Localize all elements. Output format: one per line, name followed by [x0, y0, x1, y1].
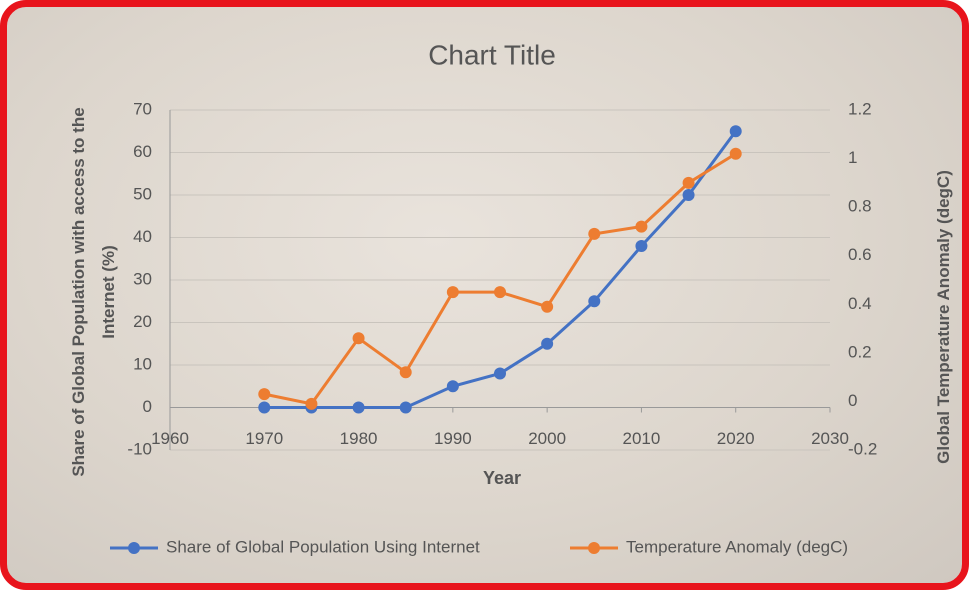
data-point	[635, 221, 647, 233]
x-tick-label: 1980	[340, 429, 378, 448]
data-point	[588, 228, 600, 240]
legend-label: Temperature Anomaly (degC)	[626, 537, 848, 556]
data-point	[305, 398, 317, 410]
series-line	[264, 154, 735, 404]
y2-tick-label: 1.2	[848, 99, 872, 118]
y2-tick-label: 0.8	[848, 197, 872, 216]
x-tick-label: 2030	[811, 429, 849, 448]
x-tick-label: 1970	[245, 429, 283, 448]
data-point	[635, 240, 647, 252]
y2-tick-label: -0.2	[848, 439, 877, 458]
data-point	[730, 148, 742, 160]
y2-tick-label: 0.4	[848, 294, 872, 313]
chart: Chart Title Year -10010203040506070-0.20…	[7, 7, 962, 583]
x-tick-label: 1990	[434, 429, 472, 448]
series-line	[264, 131, 735, 407]
x-tick-label: 2010	[623, 429, 661, 448]
y-tick-label: 10	[133, 354, 152, 373]
data-point	[353, 332, 365, 344]
y2-tick-label: 0.6	[848, 245, 872, 264]
data-point	[541, 301, 553, 313]
y-tick-label: -10	[127, 439, 152, 458]
y-tick-label: 50	[133, 184, 152, 203]
data-point	[494, 286, 506, 298]
chart-frame: Share of Global Population with access t…	[0, 0, 969, 590]
x-axis-title: Year	[483, 468, 521, 488]
data-point	[588, 295, 600, 307]
x-tick-label: 1960	[151, 429, 189, 448]
data-point	[494, 368, 506, 380]
data-point	[400, 402, 412, 414]
data-point	[400, 366, 412, 378]
data-point	[541, 338, 553, 350]
data-point	[683, 189, 695, 201]
data-point	[353, 402, 365, 414]
x-tick-label: 2020	[717, 429, 755, 448]
data-point	[258, 388, 270, 400]
data-point	[447, 380, 459, 392]
y-tick-label: 20	[133, 312, 152, 331]
legend-marker	[588, 542, 600, 554]
legend-label: Share of Global Population Using Interne…	[166, 537, 480, 556]
chart-title: Chart Title	[428, 39, 556, 70]
y-tick-label: 0	[143, 397, 152, 416]
y-tick-label: 40	[133, 227, 152, 246]
data-point	[258, 402, 270, 414]
data-point	[730, 125, 742, 137]
y-tick-label: 60	[133, 142, 152, 161]
legend-marker	[128, 542, 140, 554]
data-point	[683, 177, 695, 189]
y-tick-label: 70	[133, 99, 152, 118]
y2-tick-label: 0.2	[848, 342, 872, 361]
y2-tick-label: 0	[848, 391, 857, 410]
x-tick-label: 2000	[528, 429, 566, 448]
y2-tick-label: 1	[848, 148, 857, 167]
y-tick-label: 30	[133, 269, 152, 288]
data-point	[447, 286, 459, 298]
